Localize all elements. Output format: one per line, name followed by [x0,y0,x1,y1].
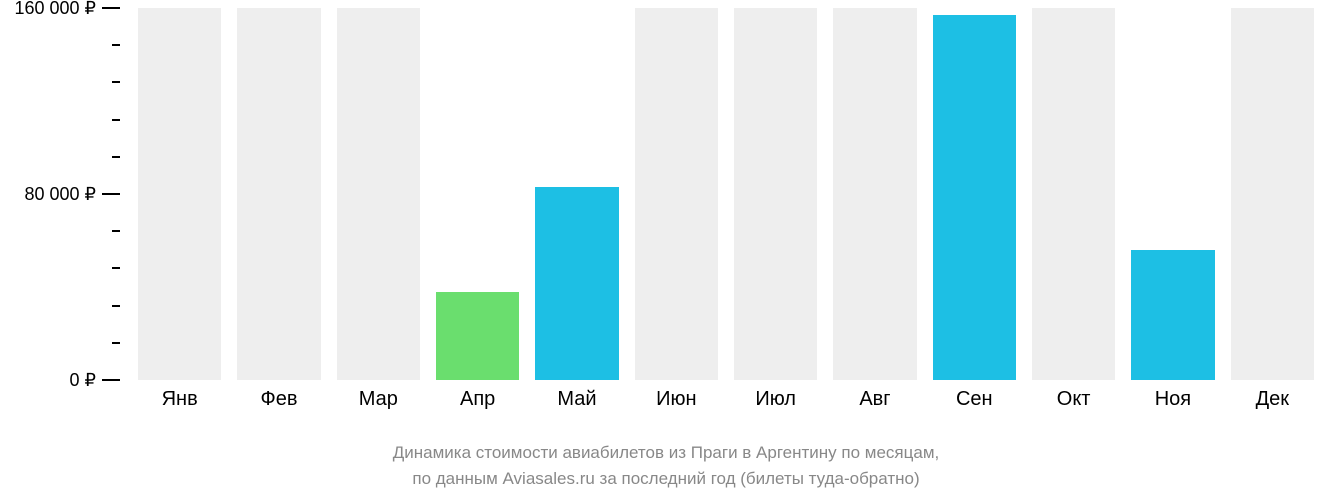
y-tick-minor [112,221,120,241]
bar [734,8,817,380]
y-tick-minor [112,296,120,316]
y-tick-label: 80 000 ₽ [24,184,96,205]
y-tick-minor [112,35,120,55]
y-tick-major: 160 000 ₽ [14,0,120,18]
y-tick-mark [112,230,120,232]
y-axis: 160 000 ₽80 000 ₽0 ₽ [0,0,120,380]
x-axis-label: Ноя [1123,388,1222,411]
y-tick-minor [112,333,120,353]
bar-slot [1123,8,1222,380]
caption-line-2: по данным Aviasales.ru за последний год … [412,469,919,488]
y-tick-mark [112,119,120,121]
bar [337,8,420,380]
caption-line-1: Динамика стоимости авиабилетов из Праги … [393,443,940,462]
x-axis-label: Апр [428,388,527,411]
y-tick-mark [112,267,120,269]
y-tick-mark [112,44,120,46]
x-axis-label: Янв [130,388,229,411]
bar [436,292,519,380]
x-axis: ЯнвФевМарАпрМайИюнИюлАвгСенОктНояДек [130,388,1322,411]
x-axis-label: Дек [1223,388,1322,411]
price-bar-chart: 160 000 ₽ 80 000 ₽ 0 ₽ ЯнвФевМарАпрМайИюнИ… [0,0,1332,502]
y-tick-label: 160 000 ₽ [14,0,96,19]
bar [1231,8,1314,380]
x-axis-label: Сен [925,388,1024,411]
y-tick-mark [112,342,120,344]
y-tick-minor [112,258,120,278]
bar [833,8,916,380]
y-tick-minor [112,147,120,167]
bar-slot [627,8,726,380]
bar-slot [726,8,825,380]
bar-slot [229,8,328,380]
y-tick-mark [112,81,120,83]
y-tick-minor [112,72,120,92]
x-axis-label: Май [527,388,626,411]
bar [635,8,718,380]
bar-slot [1024,8,1123,380]
x-axis-label: Июн [627,388,726,411]
y-tick-mark [102,379,120,381]
y-tick-minor [112,110,120,130]
bar [933,15,1016,380]
plot-area [130,8,1322,380]
y-tick-major: 80 000 ₽ [24,184,120,204]
x-axis-label: Мар [329,388,428,411]
bar [535,187,618,380]
y-tick-mark [112,156,120,158]
bar [237,8,320,380]
bar-slot [1223,8,1322,380]
x-axis-label: Фев [229,388,328,411]
bar-slot [329,8,428,380]
x-axis-label: Июл [726,388,825,411]
bar [138,8,221,380]
y-tick-label: 0 ₽ [70,370,96,391]
bar-slot [527,8,626,380]
chart-caption: Динамика стоимости авиабилетов из Праги … [0,440,1332,491]
x-axis-label: Авг [825,388,924,411]
y-tick-major: 0 ₽ [70,370,120,390]
bars-container [130,8,1322,380]
bar-slot [130,8,229,380]
y-tick-mark [102,7,120,9]
bar [1131,250,1214,380]
x-axis-label: Окт [1024,388,1123,411]
bar-slot [428,8,527,380]
bar [1032,8,1115,380]
y-tick-mark [112,305,120,307]
bar-slot [825,8,924,380]
y-tick-mark [102,193,120,195]
bar-slot [925,8,1024,380]
